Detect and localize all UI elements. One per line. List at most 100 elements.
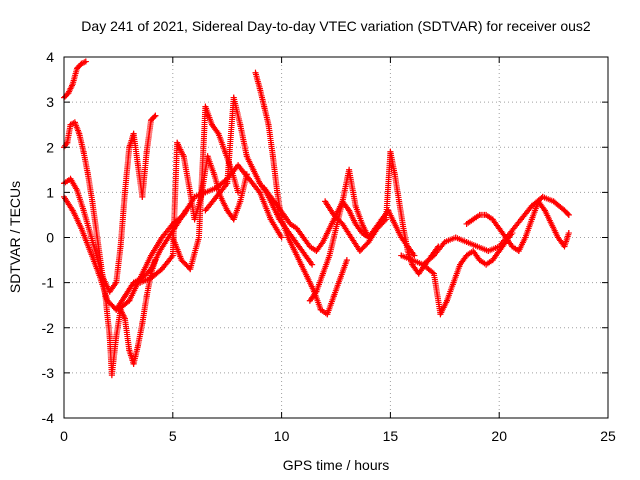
data-point <box>121 189 128 196</box>
tick-labels: 0 5 10 15 20 25 -4 -3 -2 -1 0 1 2 3 4 <box>42 49 616 444</box>
data-point <box>409 257 416 264</box>
data-point <box>76 130 83 137</box>
data-point <box>293 225 300 232</box>
data-point <box>470 216 477 223</box>
data-point <box>267 216 274 223</box>
data-point <box>202 103 209 110</box>
data-point <box>224 180 231 187</box>
data-point <box>298 261 305 268</box>
data-point <box>113 279 120 286</box>
data-point <box>317 306 324 313</box>
data-point <box>507 229 514 236</box>
data-point <box>261 184 268 191</box>
data-point <box>443 297 450 304</box>
series-arc-10 <box>261 184 372 255</box>
x-tick-label: 5 <box>169 428 177 444</box>
data-point <box>296 243 303 250</box>
y-tick-label: -4 <box>42 410 55 426</box>
data-point <box>224 207 231 214</box>
data-point <box>67 175 74 182</box>
data-point <box>330 293 337 300</box>
y-tick-label: 2 <box>46 139 54 155</box>
data-point <box>515 248 522 255</box>
data-point <box>339 220 346 227</box>
data-point <box>509 243 516 250</box>
data-point <box>106 288 113 295</box>
data-point <box>121 293 128 300</box>
data-point <box>130 360 137 367</box>
data-point <box>300 234 307 241</box>
data-point <box>522 234 529 241</box>
data-point <box>517 216 524 223</box>
data-point <box>187 266 194 273</box>
y-axis-label: SDTVAR / TECUs <box>7 181 23 293</box>
data-point <box>143 148 150 155</box>
data-point <box>326 225 333 232</box>
data-point <box>126 347 133 354</box>
data-point <box>195 234 202 241</box>
data-point <box>496 243 503 250</box>
data-point <box>78 60 85 67</box>
data-point <box>391 171 398 178</box>
data-point <box>339 198 346 205</box>
y-tick-label: 0 <box>46 230 54 246</box>
y-tick-label: 3 <box>46 94 54 110</box>
data-point <box>343 257 350 264</box>
data-point <box>565 229 572 236</box>
series-arc-1 <box>61 58 89 101</box>
data-point <box>69 207 76 214</box>
data-point <box>326 252 333 259</box>
data-point <box>93 229 100 236</box>
data-point <box>548 220 555 227</box>
data-point <box>237 121 244 128</box>
data-point <box>476 211 483 218</box>
data-point <box>67 121 74 128</box>
x-tick-label: 20 <box>491 428 507 444</box>
data-point <box>87 229 94 236</box>
data-point <box>483 211 490 218</box>
data-point <box>235 189 242 196</box>
x-tick-label: 0 <box>60 428 68 444</box>
data-point <box>208 121 215 128</box>
data-point <box>306 297 313 304</box>
series-arc-11 <box>306 166 418 304</box>
series-arc-15 <box>463 198 572 255</box>
data-point <box>476 257 483 264</box>
data-point <box>278 216 285 223</box>
data-point <box>496 225 503 232</box>
data-point <box>330 211 337 218</box>
data-point <box>148 252 155 259</box>
data-point <box>93 252 100 259</box>
data-point <box>261 103 268 110</box>
data-point <box>404 248 411 255</box>
data-point <box>287 220 294 227</box>
y-tick-label: -2 <box>42 320 55 336</box>
data-point <box>528 202 535 209</box>
data-layer <box>61 58 572 379</box>
data-point <box>374 225 381 232</box>
data-point <box>489 216 496 223</box>
data-point <box>108 372 115 379</box>
data-point <box>126 297 133 304</box>
data-point <box>64 139 71 146</box>
data-point <box>387 148 394 155</box>
x-tick-label: 10 <box>274 428 290 444</box>
data-point <box>130 279 137 286</box>
data-point <box>441 239 448 246</box>
data-point <box>450 279 457 286</box>
grid <box>64 57 608 418</box>
data-point <box>502 234 509 241</box>
data-point <box>302 252 309 259</box>
data-point <box>348 234 355 241</box>
data-point <box>74 187 81 194</box>
data-point <box>139 320 146 327</box>
data-point <box>95 270 102 277</box>
data-point <box>291 248 298 255</box>
data-point <box>528 216 535 223</box>
data-point <box>463 239 470 246</box>
data-point <box>174 139 181 146</box>
data-point <box>265 121 272 128</box>
data-point <box>117 243 124 250</box>
series-markers <box>202 94 316 268</box>
data-point <box>180 153 187 160</box>
